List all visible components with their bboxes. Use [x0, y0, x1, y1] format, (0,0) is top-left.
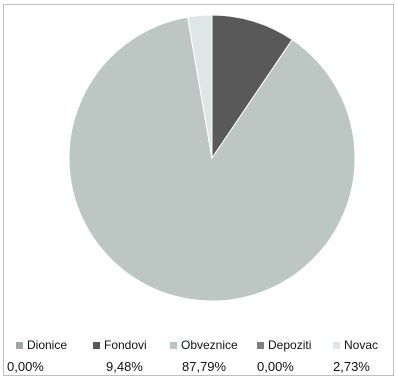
- value-label-novac: 2,73%: [333, 359, 370, 374]
- legend: Dionice Fondovi Obveznice Depoziti Novac: [4, 338, 395, 358]
- legend-swatch-depoziti: [257, 341, 264, 349]
- pie-slice-obveznice: [68, 16, 356, 302]
- legend-label-obveznice: Obveznice: [181, 338, 238, 352]
- chart-frame: Dionice Fondovi Obveznice Depoziti Novac…: [3, 4, 394, 376]
- legend-label-dionice: Dionice: [27, 338, 68, 352]
- legend-label-fondovi: Fondovi: [104, 338, 147, 352]
- legend-item-obveznice: Obveznice: [170, 338, 238, 352]
- legend-label-novac: Novac: [344, 338, 379, 352]
- pie-slice-novac: [187, 14, 213, 159]
- pie-chart: [68, 14, 356, 302]
- legend-item-depoziti: Depoziti: [257, 338, 311, 352]
- value-row: 0,00% 9,48% 87,79% 0,00% 2,73%: [4, 359, 395, 377]
- legend-item-dionice: Dionice: [16, 338, 67, 352]
- value-label-dionice: 0,00%: [7, 359, 44, 374]
- legend-swatch-fondovi: [93, 341, 100, 349]
- value-label-fondovi: 9,48%: [106, 359, 143, 374]
- legend-item-fondovi: Fondovi: [93, 338, 147, 352]
- value-label-depoziti: 0,00%: [257, 359, 294, 374]
- pie-slice-fondovi: [211, 14, 293, 160]
- legend-item-novac: Novac: [333, 338, 378, 352]
- legend-swatch-novac: [333, 341, 340, 349]
- legend-label-depoziti: Depoziti: [268, 338, 312, 352]
- value-label-obveznice: 87,79%: [182, 359, 227, 374]
- legend-swatch-dionice: [16, 341, 23, 349]
- legend-swatch-obveznice: [170, 341, 177, 349]
